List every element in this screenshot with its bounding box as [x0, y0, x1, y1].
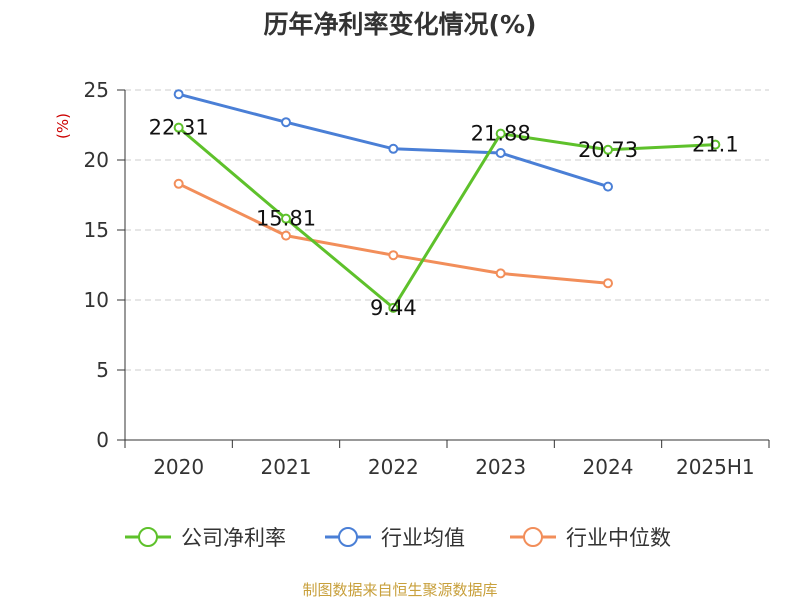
y-tick-label: 5 — [96, 358, 109, 382]
data-label: 9.44 — [370, 296, 417, 320]
data-point — [388, 302, 399, 313]
data-point — [173, 89, 184, 100]
legend-label: 公司净利率 — [181, 526, 286, 550]
data-label: 21.1 — [692, 133, 739, 157]
data-labels: 22.31 15.81 9.44 21.88 20.73 21.1 — [149, 116, 739, 320]
data-label: 21.88 — [471, 122, 531, 146]
x-tick-label: 2020 — [153, 455, 204, 479]
series-line — [178, 182, 609, 285]
data-point — [710, 139, 721, 150]
data-point — [281, 117, 291, 128]
data-point — [281, 213, 291, 224]
y-tick-label: 20 — [84, 148, 109, 172]
legend-marker — [338, 527, 358, 547]
legend-label: 行业中位数 — [566, 526, 671, 550]
chart-title: 历年净利率变化情况(%) — [264, 10, 537, 39]
data-point — [495, 148, 506, 158]
x-tick-label: 2022 — [368, 455, 419, 479]
data-point — [388, 143, 399, 154]
data-point — [173, 178, 184, 189]
data-point — [603, 144, 613, 155]
y-axis-unit-label: (%) — [54, 113, 72, 139]
y-tick-label: 25 — [84, 78, 109, 102]
data-point — [603, 278, 613, 289]
legend-label: 行业均值 — [381, 526, 465, 550]
grid-lines — [125, 89, 769, 371]
y-tick-label: 10 — [84, 288, 109, 312]
x-tick-label: 2021 — [261, 455, 312, 479]
x-tick-label: 2024 — [583, 455, 634, 479]
x-tick-label: 2025H1 — [676, 455, 755, 479]
data-point — [281, 230, 291, 241]
legend-marker — [523, 527, 543, 547]
legend-marker — [138, 527, 158, 547]
data-label: 20.73 — [578, 138, 638, 162]
data-point — [495, 268, 506, 279]
axes: 0 5 10 15 20 25 2020 2021 2022 2023 2024 2025H1 — [84, 78, 770, 479]
data-point — [603, 181, 613, 192]
data-point — [173, 122, 184, 133]
legend: 公司净利率 行业均值 行业中位数 — [125, 526, 671, 550]
x-tick-label: 2023 — [475, 455, 526, 479]
series-line — [177, 126, 716, 310]
series-lines — [173, 89, 721, 313]
data-point — [388, 250, 399, 261]
data-label: 15.81 — [256, 207, 316, 231]
data-label: 22.31 — [149, 116, 209, 140]
data-point — [495, 128, 506, 139]
y-tick-label: 15 — [84, 218, 109, 242]
y-tick-label: 0 — [96, 428, 109, 452]
source-note: 制图数据来自恒生聚源数据库 — [302, 581, 497, 599]
